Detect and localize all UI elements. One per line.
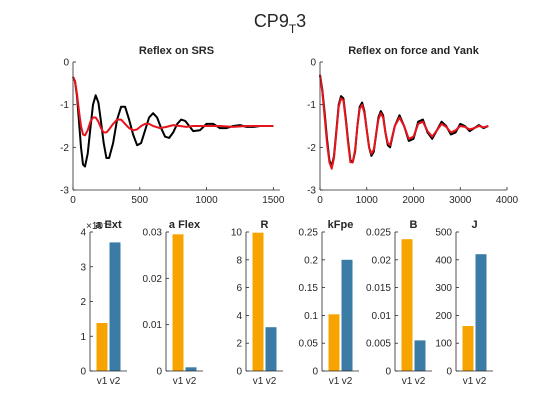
subplot-title: R (261, 219, 269, 231)
series-line-1 (72, 76, 274, 168)
y-tick-label: -3 (60, 186, 69, 197)
bar-v1 (328, 314, 340, 371)
x-tick-label: 2000 (402, 195, 425, 206)
subplot-5: v1 v2 0 2 4 6 8 10 R (231, 219, 283, 387)
x-tick-label: 1500 (262, 195, 285, 206)
y-tick-label: 2 (80, 297, 86, 308)
bar-v2 (185, 367, 197, 371)
x-tick-label: v2 (110, 376, 121, 387)
y-tick-label: -1 (60, 100, 69, 111)
x-tick-label: v1 (329, 376, 340, 387)
subplot-1: 0 500 1000 1500 -3 -2 -1 0 Reflex on SRS (60, 45, 285, 206)
subplot-4: v1 v2 0 0.01 0.02 0.03 a Flex (143, 219, 203, 387)
y-tick-label: 10 (231, 228, 243, 239)
x-tick-label: v1 (253, 376, 264, 387)
y-tick-label: -3 (307, 186, 316, 197)
bar-v2 (341, 259, 353, 371)
subplot-title: a Flex (169, 219, 201, 231)
x-tick-label: v2 (476, 376, 487, 387)
series-line-2 (72, 76, 274, 137)
subplot-3: v1 v2 0 1 2 3 4×10⁻³a Ext (80, 219, 127, 387)
y-tick-label: 400 (435, 255, 452, 266)
series-line-2 (319, 74, 489, 170)
y-tick-label: 3 (80, 262, 86, 273)
y-tick-label: 0.025 (366, 228, 391, 239)
x-tick-label: 4000 (496, 195, 519, 206)
y-tick-label: 0.25 (299, 228, 319, 239)
y-tick-label: 4 (80, 228, 86, 239)
y-tick-label: -1 (307, 100, 316, 111)
y-tick-label: 0.03 (143, 228, 163, 239)
y-tick-label: 100 (435, 339, 452, 350)
y-tick-label: 0.05 (299, 339, 319, 350)
subplot-8: v1 v2 0 100 200 300 400 500 J (435, 219, 493, 387)
subplot-2: 0 1000 2000 3000 4000 -3 -2 -1 0 Reflex on force … (307, 45, 518, 206)
subplot-title: Reflex on SRS (139, 45, 214, 57)
y-tick-label: 0.15 (299, 283, 319, 294)
bar-v2 (475, 254, 487, 371)
y-tick-label: 0.1 (304, 311, 318, 322)
subplot-6: v1 v2 0 0.05 0.1 0.15 0.2 0.25 kFpe (299, 219, 359, 387)
y-tick-label: 300 (435, 283, 452, 294)
y-tick-label: 0.015 (366, 283, 391, 294)
y-tick-label: 0 (236, 367, 242, 378)
x-tick-label: v2 (415, 376, 426, 387)
x-tick-label: v2 (186, 376, 197, 387)
bar-v1 (172, 234, 184, 371)
x-tick-label: v1 (463, 376, 474, 387)
y-tick-label: 0 (80, 367, 86, 378)
y-tick-label: 0 (63, 58, 69, 69)
x-tick-label: 0 (70, 195, 76, 206)
y-tick-label: 200 (435, 311, 452, 322)
y-tick-label: 500 (435, 228, 452, 239)
subplot-title: a Ext (95, 219, 122, 231)
y-tick-label: 0 (156, 367, 162, 378)
x-tick-label: 500 (131, 195, 148, 206)
x-tick-label: 1000 (356, 195, 379, 206)
x-tick-label: v2 (266, 376, 277, 387)
y-tick-label: 8 (236, 255, 242, 266)
y-tick-label: 0 (446, 367, 452, 378)
y-tick-label: 0.005 (366, 339, 391, 350)
y-tick-label: -2 (307, 143, 316, 154)
y-tick-label: 0 (310, 58, 316, 69)
y-tick-label: 1 (80, 332, 86, 343)
bar-v1 (462, 326, 474, 371)
subplot-title: Reflex on force and Yank (348, 45, 480, 57)
x-tick-label: 1000 (195, 195, 218, 206)
subplot-title: B (410, 219, 418, 231)
y-tick-label: 0.01 (372, 311, 392, 322)
subplot-title: kFpe (328, 219, 354, 231)
bar-v1 (401, 239, 413, 371)
y-tick-label: 0.02 (143, 274, 163, 285)
y-tick-label: -2 (60, 143, 69, 154)
y-tick-label: 4 (236, 311, 242, 322)
y-tick-label: 0.02 (372, 255, 392, 266)
x-tick-label: 0 (317, 195, 323, 206)
bar-v2 (265, 327, 277, 371)
x-tick-label: v1 (97, 376, 108, 387)
exponent-label: ×10⁻³ (86, 221, 112, 232)
subplot-title: J (471, 219, 477, 231)
x-tick-label: v1 (173, 376, 184, 387)
x-tick-label: v1 (402, 376, 413, 387)
y-tick-label: 0.01 (143, 320, 163, 331)
bar-v1 (252, 232, 264, 371)
y-tick-label: 0.2 (304, 255, 318, 266)
y-tick-label: 6 (236, 283, 242, 294)
subplot-7: v1 v2 0 0.005 0.01 0.015 0.02 0.025 B (366, 219, 432, 387)
y-tick-label: 2 (236, 339, 242, 350)
y-tick-label: 0 (312, 367, 318, 378)
bar-v1 (96, 323, 108, 371)
y-tick-label: 0 (385, 367, 391, 378)
bar-v2 (414, 340, 426, 371)
x-tick-label: v2 (342, 376, 353, 387)
x-tick-label: 3000 (449, 195, 472, 206)
bar-v2 (109, 242, 121, 371)
figure-title: CP9T3 (254, 11, 306, 36)
